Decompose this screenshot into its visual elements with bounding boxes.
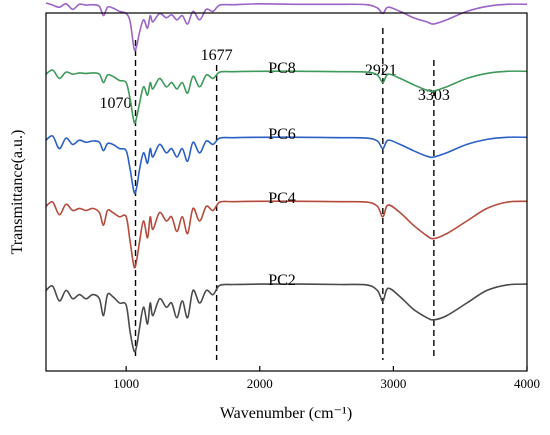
series-group: [45, 2, 528, 353]
series-label-pc2: PC2: [268, 272, 296, 289]
x-tick-label-4000: 4000: [514, 376, 540, 391]
x-tick-label-2000: 2000: [247, 376, 273, 391]
peak-label-1677: 1677: [201, 47, 233, 64]
series-labels: PC8 PC6 PC4 PC2: [268, 60, 296, 289]
series-label-pc4: PC4: [268, 190, 296, 207]
peak-label-3303: 3303: [418, 87, 450, 104]
x-axis-label: Wavenumber (cm⁻¹): [220, 405, 352, 422]
peak-label-2921: 2921: [365, 62, 397, 79]
series-label-pc6: PC6: [268, 126, 296, 143]
peak-label-1070: 1070: [100, 95, 132, 112]
x-axis-ticks: 1000 2000 3000 4000: [113, 366, 540, 391]
spectrum-series-0: [45, 2, 528, 52]
plot-frame: [45, 12, 528, 372]
x-tick-label-1000: 1000: [113, 376, 139, 391]
spectrum-pc6: [45, 134, 528, 195]
spectrum-pc8: [45, 69, 528, 124]
spectrum-pc2: [45, 283, 528, 353]
y-axis-label: Transmittance(a.u.): [9, 130, 26, 255]
spectrum-pc4: [45, 200, 528, 269]
x-tick-label-3000: 3000: [380, 376, 406, 391]
peak-labels: 1070 1677 2921 3303: [100, 47, 450, 112]
axes: [45, 12, 528, 372]
series-label-pc8: PC8: [268, 60, 296, 77]
